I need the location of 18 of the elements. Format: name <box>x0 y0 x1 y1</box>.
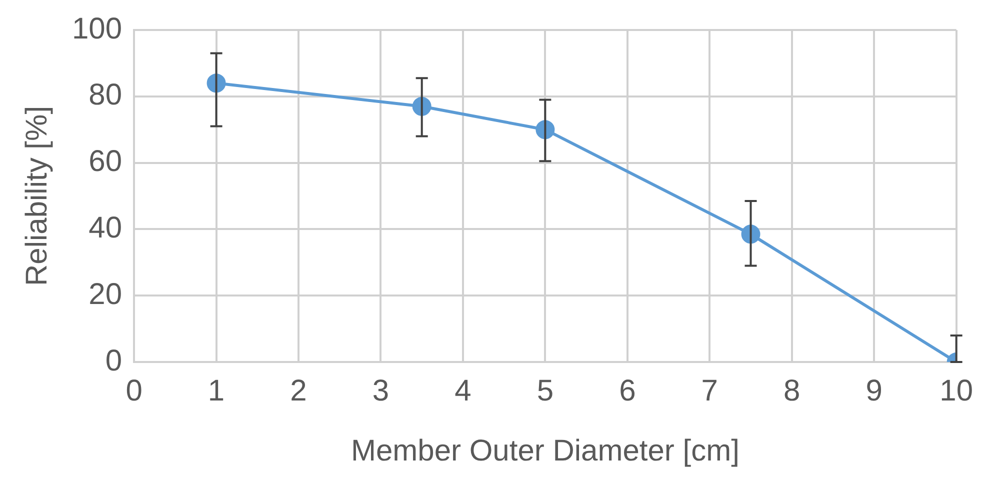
x-tick-label: 4 <box>454 374 472 408</box>
x-tick-label: 3 <box>372 374 390 408</box>
x-tick-label: 8 <box>784 374 800 408</box>
x-tick-label: 2 <box>290 374 307 408</box>
y-tick-label: 100 <box>72 12 122 46</box>
x-tick-label: 6 <box>619 374 636 408</box>
y-tick-label: 40 <box>88 211 122 244</box>
x-tick-label: 1 <box>208 374 225 408</box>
y-tick-label: 80 <box>88 78 122 112</box>
x-tick-label: 9 <box>866 374 882 408</box>
y-tick-label: 0 <box>105 344 122 378</box>
y-tick-label: 60 <box>88 145 122 178</box>
x-tick-label: 5 <box>536 374 554 408</box>
x-tick-label: 10 <box>940 374 974 408</box>
x-tick-label: 7 <box>701 374 718 408</box>
x-axis-title: Member Outer Diameter [cm] <box>350 434 740 468</box>
y-axis-title: Reliability [%] <box>20 106 54 286</box>
y-tick-label: 20 <box>88 278 122 311</box>
